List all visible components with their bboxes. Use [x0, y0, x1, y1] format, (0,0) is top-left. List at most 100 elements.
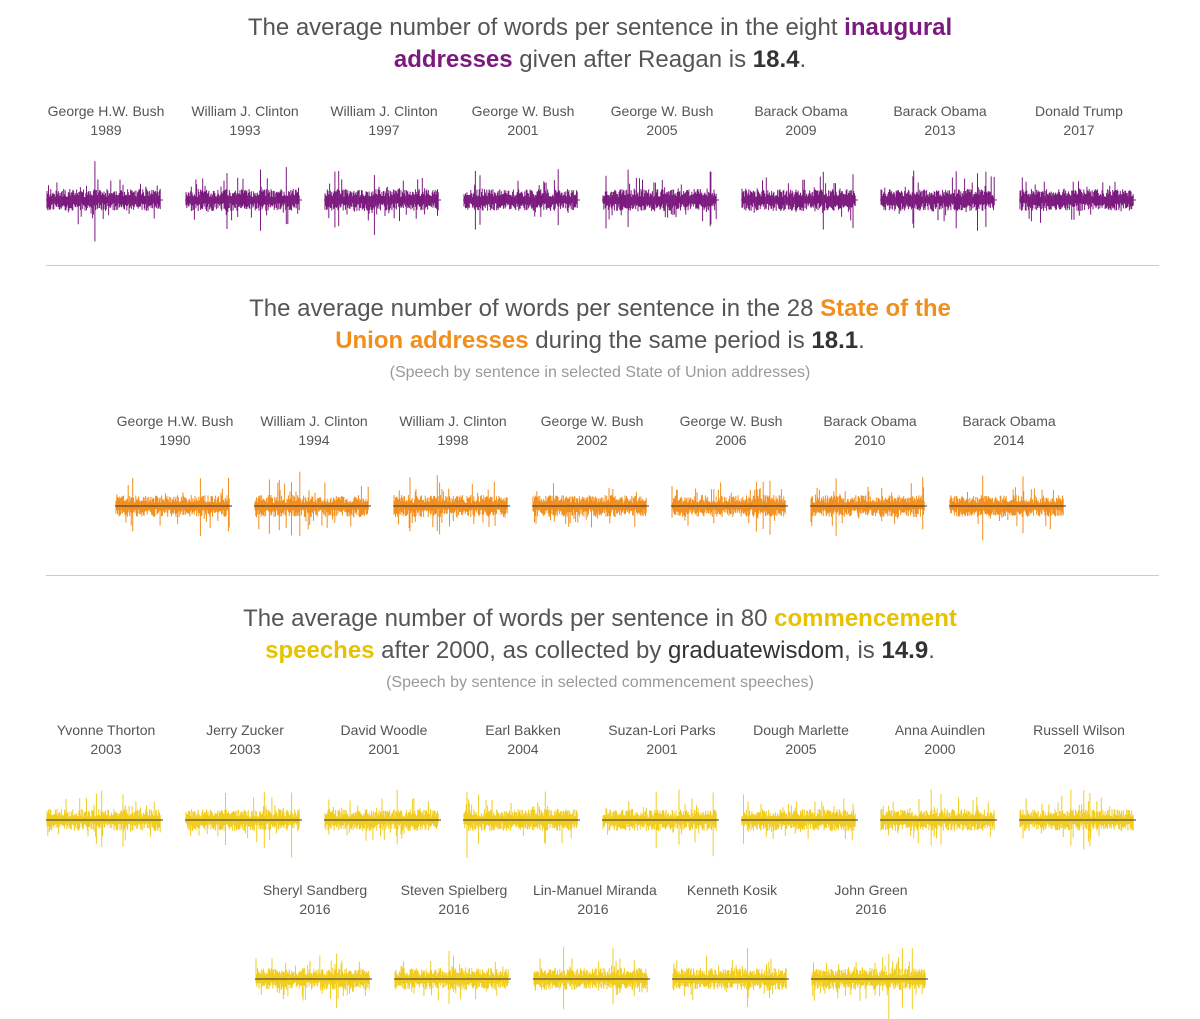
speaker-name: John Green	[834, 882, 908, 898]
sentence-length-wave	[672, 948, 789, 1007]
speaker-name: Donald Trump	[1035, 103, 1123, 119]
speaker-name: George W. Bush	[610, 103, 714, 119]
speech-waveform[interactable]: Kenneth Kosik 2016	[672, 881, 792, 1007]
speech-waveform[interactable]: Barack Obama 2009	[741, 102, 861, 230]
sentence-length-wave	[254, 471, 371, 536]
speech-year: 2017	[1063, 122, 1095, 138]
speech-year: 2016	[438, 901, 470, 917]
sentence-length-wave	[393, 475, 510, 535]
inaugural-headline: The average number of words per sentence…	[0, 12, 1200, 76]
speech-waveform[interactable]: Jerry Zucker 2003	[185, 721, 305, 858]
speech-year: 2016	[1063, 741, 1095, 757]
speaker-name: Sheryl Sandberg	[262, 882, 368, 898]
sentence-length-wave	[115, 477, 232, 537]
speech-waveform[interactable]: Barack Obama 2014	[949, 412, 1069, 541]
speech-waveform[interactable]: Dough Marlette 2005	[741, 721, 861, 844]
speech-waveform[interactable]: Earl Bakken 2004	[463, 721, 583, 858]
speech-waveform[interactable]: Suzan-Lori Parks 2001	[602, 721, 722, 857]
sentence-length-wave	[533, 946, 650, 1010]
inaugural-headline-text-2: given after Reagan is	[512, 46, 753, 73]
speaker-name: Dough Marlette	[753, 722, 849, 738]
speech-waveform[interactable]: Lin-Manuel Miranda 2016	[533, 881, 657, 1010]
sentence-length-wave	[602, 789, 719, 857]
speaker-name: William J. Clinton	[330, 103, 438, 119]
speech-waveform[interactable]: William J. Clinton 1993	[185, 102, 305, 231]
sentence-length-wave	[1019, 789, 1136, 850]
speech-year: 2001	[646, 741, 678, 757]
speech-year: 2010	[854, 432, 886, 448]
speech-waveform[interactable]: George W. Bush 2001	[463, 102, 583, 230]
speech-waveform[interactable]: George W. Bush 2006	[671, 412, 791, 535]
speaker-name: Yvonne Thorton	[56, 722, 156, 738]
speaker-name: George H.W. Bush	[116, 413, 234, 429]
speech-year: 2016	[855, 901, 887, 917]
speaker-name: Lin-Manuel Miranda	[533, 882, 657, 898]
sentence-length-wave	[671, 480, 788, 535]
inaugural-highlight: inaugural	[844, 14, 953, 41]
commencement-average-value: 14.9	[881, 637, 929, 664]
speech-waveform[interactable]: Steven Spielberg 2016	[394, 881, 514, 1004]
speech-waveform[interactable]: George W. Bush 2002	[532, 412, 652, 528]
speech-waveform[interactable]: George H.W. Bush 1990	[115, 412, 235, 537]
sentence-length-wave	[46, 790, 163, 847]
speaker-name: Barack Obama	[893, 103, 987, 119]
commencement-headline-text-3: , is	[844, 637, 882, 664]
sotu-headline-text: The average number of words per sentence…	[249, 295, 821, 322]
sotu-headline: The average number of words per sentence…	[0, 293, 1200, 357]
speaker-name: George W. Bush	[471, 103, 575, 119]
sentence-length-wave	[324, 171, 441, 235]
inaugural-highlight-2: addresses	[393, 46, 513, 73]
speech-waveform[interactable]: John Green 2016	[811, 881, 931, 1019]
speech-waveform[interactable]: George W. Bush 2005	[602, 102, 722, 229]
speech-waveform[interactable]: William J. Clinton 1994	[254, 412, 374, 536]
speech-waveform[interactable]: Barack Obama 2013	[880, 102, 1000, 231]
sentence-length-wave	[185, 167, 302, 231]
speaker-name: George W. Bush	[540, 413, 644, 429]
sentence-length-wave	[463, 791, 580, 858]
sotu-highlight: State of the	[820, 295, 951, 322]
speech-year: 1998	[437, 432, 469, 448]
speech-year: 2016	[716, 901, 748, 917]
speech-year: 2005	[785, 741, 817, 757]
commencement-subtitle: (Speech by sentence in selected commence…	[386, 674, 814, 691]
speech-year: 1990	[159, 432, 191, 448]
speaker-name: Earl Bakken	[485, 722, 561, 738]
speech-waveform[interactable]: Anna Auindlen 2000	[880, 721, 1000, 846]
inaugural-average-value: 18.4	[752, 46, 800, 73]
speaker-name: Jerry Zucker	[206, 722, 284, 738]
speech-year: 1997	[368, 122, 400, 138]
sentence-length-wave	[741, 794, 858, 844]
speech-year: 1993	[229, 122, 261, 138]
sentence-length-wave	[324, 789, 441, 844]
speech-year: 2016	[577, 901, 609, 917]
speech-waveform[interactable]: David Woodle 2001	[324, 721, 444, 844]
speech-waveform[interactable]: Barack Obama 2010	[810, 412, 930, 536]
sentence-length-wave	[1019, 177, 1136, 223]
section-divider	[46, 265, 1159, 266]
speaker-name: Barack Obama	[962, 413, 1056, 429]
speech-year: 2016	[299, 901, 331, 917]
sentence-length-wave	[255, 953, 372, 1009]
speech-waveform[interactable]: Russell Wilson 2016	[1019, 721, 1139, 850]
speech-waveform[interactable]: Yvonne Thorton 2003	[46, 721, 166, 847]
sotu-highlight-2: Union addresses	[335, 327, 529, 354]
sentence-length-wave	[394, 950, 511, 1004]
speech-waveform[interactable]: Sheryl Sandberg 2016	[255, 881, 375, 1009]
sotu-average-value: 18.1	[811, 327, 859, 354]
speech-year: 2013	[924, 122, 956, 138]
commencement-headline-text: The average number of words per sentence…	[243, 605, 775, 632]
speech-waveform[interactable]: William J. Clinton 1997	[324, 102, 444, 235]
commencement-headline-end: .	[928, 637, 935, 664]
sotu-headline-end: .	[858, 327, 865, 354]
inaugural-headline-text: The average number of words per sentence…	[247, 14, 845, 41]
speech-year: 2002	[576, 432, 608, 448]
speaker-name: Barack Obama	[823, 413, 917, 429]
speech-waveform[interactable]: Donald Trump 2017	[1019, 102, 1139, 223]
sentence-length-wave	[811, 948, 928, 1019]
speech-waveform[interactable]: William J. Clinton 1998	[393, 412, 513, 535]
speech-waveform[interactable]: George H.W. Bush 1989	[46, 102, 166, 242]
speaker-name: William J. Clinton	[191, 103, 299, 119]
sentence-length-wave	[602, 169, 719, 229]
speaker-name: Russell Wilson	[1033, 722, 1125, 738]
sentence-length-wave	[741, 171, 858, 230]
